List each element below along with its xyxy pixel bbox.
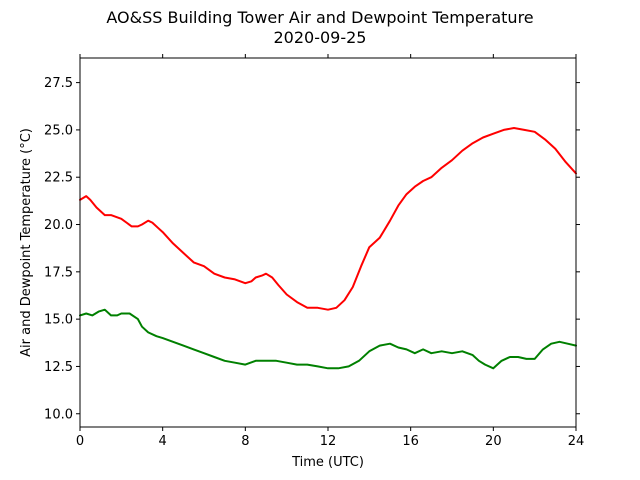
x-tick-label: 12 [320,434,337,449]
y-axis-label: Air and Dewpoint Temperature (°C) [19,128,34,357]
x-axis-label: Time (UTC) [291,455,364,470]
y-tick-label: 20.0 [44,218,73,233]
y-tick-label: 25.0 [44,123,73,138]
dewpoint-temperature-line [79,308,577,370]
air-temperature-line [79,127,577,311]
y-tick-label: 17.5 [44,265,73,280]
chart-title: AO&SS Building Tower Air and Dewpoint Te… [106,8,534,27]
x-tick-label: 16 [402,434,419,449]
chart-subtitle: 2020-09-25 [273,28,367,47]
y-tick-label: 27.5 [44,76,73,91]
x-tick-label: 0 [76,434,84,449]
y-tick-label: 12.5 [44,360,73,375]
y-tick-label: 22.5 [44,171,73,186]
x-tick-label: 4 [159,434,167,449]
x-tick-label: 24 [568,434,585,449]
x-tick-label: 20 [485,434,502,449]
series-layer [79,127,577,370]
axis-layer: 0 4 8 12 16 20 24 10.0 12.5 15.0 17.5 20.0 22.5 25.0 2… [44,54,584,449]
y-tick-label: 10.0 [44,407,73,422]
x-tick-label: 8 [241,434,249,449]
plot-frame [79,57,577,428]
y-tick-label: 15.0 [44,313,73,328]
